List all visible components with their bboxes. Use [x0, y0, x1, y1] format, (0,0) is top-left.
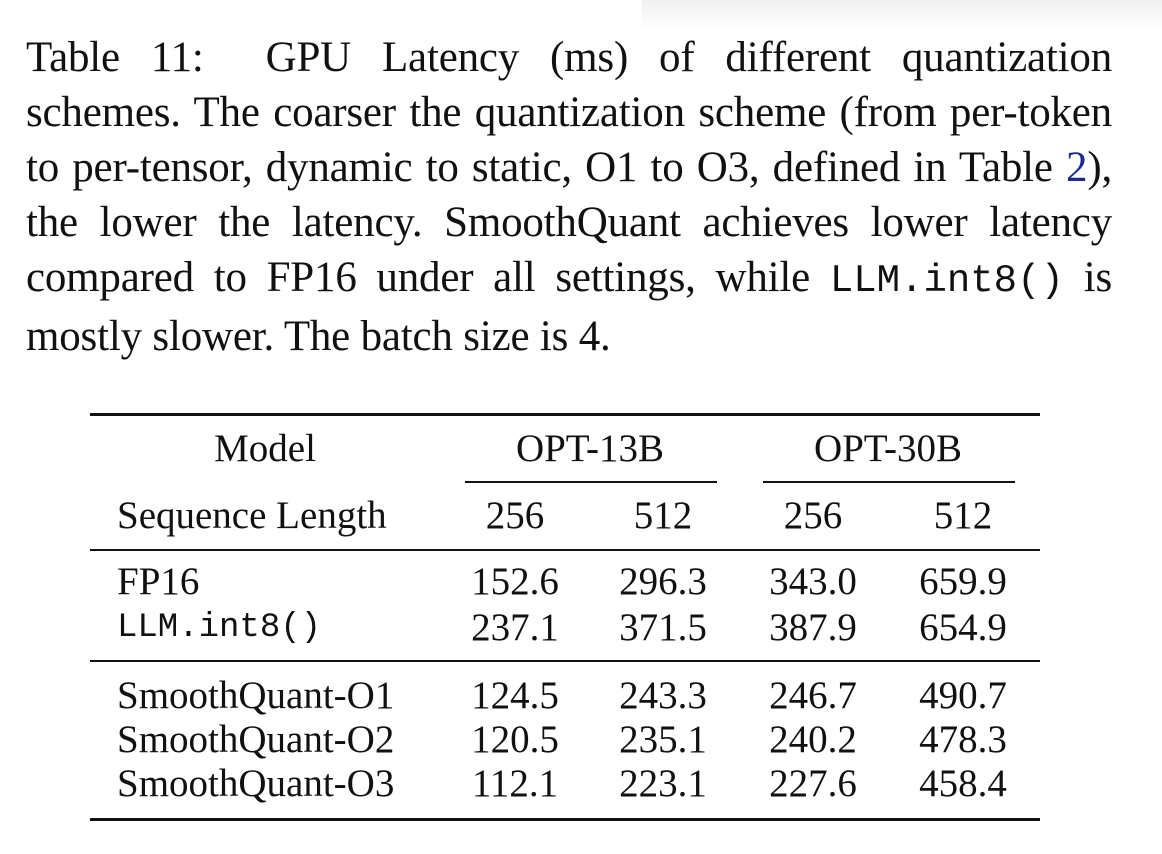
table-cell: 343.0 [769, 560, 857, 603]
table-caption: Table 11: GPU Latency (ms) of different … [26, 30, 1112, 364]
table-cell: 478.3 [919, 718, 1007, 761]
row-method-llm-int8: LLM.int8() [117, 609, 322, 647]
header-group-opt13b: OPT-13B [515, 427, 665, 470]
table-reference-link[interactable]: 2 [1066, 144, 1088, 191]
header-bottom-rule [90, 549, 1040, 551]
table-cell: 223.1 [619, 762, 707, 805]
table-cell: 120.5 [471, 718, 559, 761]
header-seq-30b-256: 256 [783, 494, 843, 537]
header-group-rule-opt30b [763, 481, 1015, 483]
table-cell: 240.2 [769, 718, 857, 761]
header-seq-13b-256: 256 [485, 494, 545, 537]
table-cell: 654.9 [919, 606, 1007, 649]
table-cell: 112.1 [471, 762, 559, 805]
header-model: Model [214, 427, 316, 470]
group-separator-rule [90, 660, 1040, 662]
table-cell: 235.1 [619, 718, 707, 761]
table-cell: 124.5 [471, 674, 559, 717]
table-cell: 296.3 [619, 560, 707, 603]
table-cell: 490.7 [919, 674, 1007, 717]
table-cell: 246.7 [769, 674, 857, 717]
row-method-fp16: FP16 [117, 560, 200, 603]
row-method-smoothquant-o3: SmoothQuant-O3 [117, 762, 395, 805]
table-top-rule [90, 413, 1040, 416]
table-bottom-rule [90, 818, 1040, 821]
caption-label: Table 11: [26, 34, 204, 81]
caption-text-1: GPU Latency (ms) of different quantizati… [26, 34, 1113, 191]
caption-code: LLM.int8() [829, 259, 1064, 303]
header-group-opt30b: OPT-30B [813, 427, 963, 470]
page-shadow [642, 0, 1162, 32]
caption-text-2: ), the lower the latency. SmoothQuant ac… [26, 144, 1112, 301]
table-cell: 371.5 [619, 606, 707, 649]
header-seq-30b-512: 512 [933, 494, 993, 537]
caption-text-3: is mostly slower. The batch size is 4. [26, 254, 1112, 360]
table-cell: 237.1 [471, 606, 559, 649]
header-seq-13b-512: 512 [633, 494, 693, 537]
header-sequence-length: Sequence Length [117, 494, 387, 537]
table-cell: 458.4 [919, 762, 1007, 805]
row-method-smoothquant-o1: SmoothQuant-O1 [117, 674, 395, 717]
table-cell: 659.9 [919, 560, 1007, 603]
table-cell: 152.6 [471, 560, 559, 603]
header-group-rule-opt13b [465, 481, 717, 483]
table-cell: 387.9 [769, 606, 857, 649]
table-cell: 227.6 [769, 762, 857, 805]
table-cell: 243.3 [619, 674, 707, 717]
row-method-smoothquant-o2: SmoothQuant-O2 [117, 718, 395, 761]
